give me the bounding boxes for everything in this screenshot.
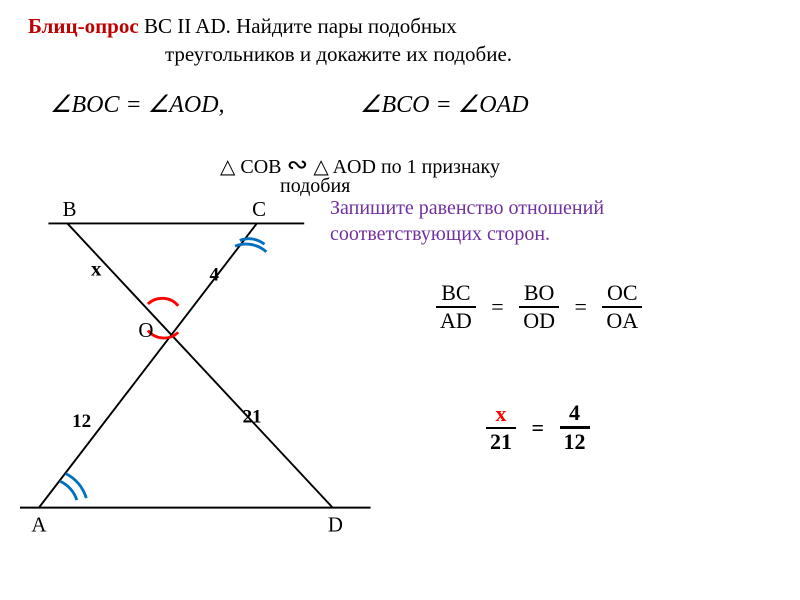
ratio-numeric: x21 = 412 [480,400,596,455]
blitz-label: Блиц-опрос [28,14,139,38]
title-rest: BC II AD. Найдите пары подобных [139,14,457,38]
svg-text:4: 4 [209,264,219,285]
ratio-equality: BCAD = BOOD = OCOA [430,280,648,334]
svg-text:12: 12 [72,411,91,432]
title-line1: Блиц-опрос BC II AD. Найдите пары подобн… [28,14,457,39]
title-line2: треугольников и докажите их подобие. [165,42,512,67]
svg-text:D: D [328,512,343,536]
svg-text:C: C [252,197,266,221]
svg-text:B: B [63,197,77,221]
svg-text:A: A [31,512,46,536]
similarity-line: △ COB ∾ △ AOD по 1 признаку [220,150,500,180]
svg-text:21: 21 [243,406,262,427]
angle-eq-1: ∠BOC = ∠AOD, [50,90,225,119]
svg-text:x: x [91,257,102,281]
geometry-diagram: B C A D O x 4 12 21 [20,195,380,555]
svg-text:O: O [138,318,153,342]
angle-eq-2: ∠BCO = ∠OAD [360,90,529,119]
